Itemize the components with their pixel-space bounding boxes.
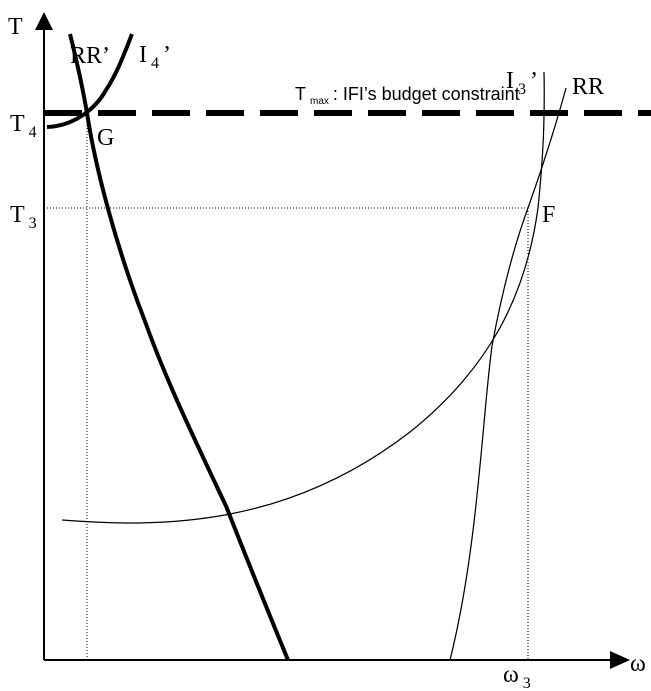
y-axis-arrow <box>35 12 53 30</box>
rr-curve <box>449 87 567 661</box>
t3-label: T 3 <box>10 202 37 232</box>
rr-prime-label: RR’ <box>70 43 110 69</box>
i4-prime-label: I 4 ’ <box>139 42 171 72</box>
i4-prime-curve <box>46 33 134 129</box>
t4-label: T 4 <box>10 111 37 141</box>
y-axis-label: T <box>8 14 23 40</box>
x-axis-label: ω <box>630 651 646 677</box>
x-axis-arrow <box>610 651 630 669</box>
budget-constraint-label: T max : IFI’s budget constraint <box>295 84 520 108</box>
i3-prime-curve <box>61 71 545 524</box>
point-f-label: F <box>542 202 555 228</box>
rr-label: RR <box>572 74 604 100</box>
point-g-label: G <box>97 125 114 151</box>
omega3-label: ω 3 <box>503 662 531 691</box>
i3-prime-label: I 3 ’ <box>506 68 538 98</box>
